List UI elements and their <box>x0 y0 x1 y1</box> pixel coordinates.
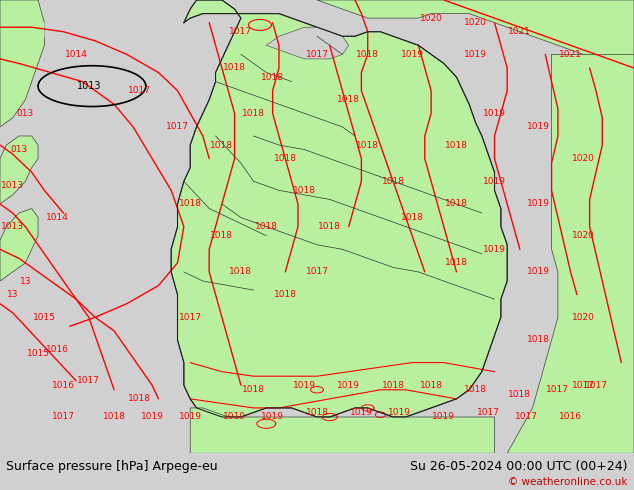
Polygon shape <box>507 54 634 453</box>
Text: 1019: 1019 <box>483 177 506 186</box>
Text: 013: 013 <box>16 109 34 118</box>
Text: 1017: 1017 <box>230 27 252 36</box>
Text: 1020: 1020 <box>572 313 595 322</box>
Text: 1018: 1018 <box>293 186 316 195</box>
Text: 013: 013 <box>10 145 28 154</box>
Text: Surface pressure [hPa] Arpege-eu: Surface pressure [hPa] Arpege-eu <box>6 460 218 473</box>
Text: 1019: 1019 <box>401 50 424 59</box>
Text: 1018: 1018 <box>261 73 284 81</box>
Polygon shape <box>0 209 38 281</box>
Text: 1016: 1016 <box>46 344 68 353</box>
Text: 1018: 1018 <box>527 336 550 344</box>
Text: 1019: 1019 <box>464 50 487 59</box>
Text: 1020: 1020 <box>572 154 595 163</box>
Text: 1019: 1019 <box>527 199 550 208</box>
Text: 1017: 1017 <box>128 86 151 95</box>
Text: © weatheronline.co.uk: © weatheronline.co.uk <box>508 477 628 487</box>
Text: 1017: 1017 <box>547 385 569 394</box>
Text: 1018: 1018 <box>445 141 468 149</box>
Text: Su 26-05-2024 00:00 UTC (00+24): Su 26-05-2024 00:00 UTC (00+24) <box>410 460 628 473</box>
Text: 1018: 1018 <box>274 154 297 163</box>
Text: 1017: 1017 <box>515 413 538 421</box>
Text: 1017: 1017 <box>306 268 328 276</box>
Text: 1021: 1021 <box>559 50 582 59</box>
Text: 1017: 1017 <box>179 313 202 322</box>
Text: 1016: 1016 <box>559 413 582 421</box>
Text: 1018: 1018 <box>210 231 233 240</box>
Text: 1018: 1018 <box>356 50 379 59</box>
Text: 13: 13 <box>7 290 18 299</box>
Text: 1021: 1021 <box>508 27 531 36</box>
Text: 1018: 1018 <box>356 141 379 149</box>
Text: 1019: 1019 <box>261 413 284 421</box>
Text: 1017: 1017 <box>477 408 500 417</box>
Polygon shape <box>0 0 44 127</box>
Text: 1019: 1019 <box>350 408 373 417</box>
Polygon shape <box>0 136 38 204</box>
Text: 1014: 1014 <box>46 213 68 222</box>
Text: 1018: 1018 <box>210 141 233 149</box>
Text: 1018: 1018 <box>464 385 487 394</box>
Text: 1018: 1018 <box>318 222 341 231</box>
Text: 1019: 1019 <box>293 381 316 390</box>
Text: 1015: 1015 <box>27 349 49 358</box>
Polygon shape <box>317 0 634 73</box>
Text: 1017: 1017 <box>166 122 189 131</box>
Text: 1019: 1019 <box>483 245 506 254</box>
Text: 1018: 1018 <box>255 222 278 231</box>
Text: 1014: 1014 <box>65 50 87 59</box>
Text: 1018: 1018 <box>508 390 531 399</box>
Text: 1013: 1013 <box>1 181 24 190</box>
Text: 1018: 1018 <box>382 381 404 390</box>
Text: 1018: 1018 <box>274 290 297 299</box>
Text: 1017: 1017 <box>585 381 607 390</box>
Text: 1018: 1018 <box>445 199 468 208</box>
Text: 1020: 1020 <box>420 14 443 23</box>
Text: 1016: 1016 <box>52 381 75 390</box>
Text: 1018: 1018 <box>242 385 265 394</box>
Text: 1019: 1019 <box>337 381 360 390</box>
Text: 1017: 1017 <box>572 381 595 390</box>
Text: 1018: 1018 <box>420 381 443 390</box>
Text: 1018: 1018 <box>401 213 424 222</box>
Text: 1015: 1015 <box>33 313 56 322</box>
Text: 1020: 1020 <box>464 18 487 27</box>
Text: 1019: 1019 <box>179 413 202 421</box>
Text: 1017: 1017 <box>52 413 75 421</box>
Text: 1019: 1019 <box>527 268 550 276</box>
Text: 1013: 1013 <box>1 222 24 231</box>
Text: 1019: 1019 <box>483 109 506 118</box>
Text: 1018: 1018 <box>179 199 202 208</box>
Text: 1020: 1020 <box>572 231 595 240</box>
Text: 1018: 1018 <box>103 413 126 421</box>
Text: 1018: 1018 <box>445 258 468 268</box>
Text: 1018: 1018 <box>242 109 265 118</box>
Polygon shape <box>190 408 495 453</box>
Text: 1019: 1019 <box>432 413 455 421</box>
Text: 1019: 1019 <box>527 122 550 131</box>
Text: 13: 13 <box>20 276 31 286</box>
Polygon shape <box>266 27 349 59</box>
Text: 1018: 1018 <box>337 95 360 104</box>
Text: 1018: 1018 <box>230 268 252 276</box>
Text: 1017: 1017 <box>306 50 328 59</box>
Text: 1019: 1019 <box>223 413 246 421</box>
Text: 1017: 1017 <box>77 376 100 385</box>
Text: 1018: 1018 <box>223 64 246 73</box>
Text: 1018: 1018 <box>306 408 328 417</box>
Text: 1013: 1013 <box>77 81 101 91</box>
Text: 1019: 1019 <box>388 408 411 417</box>
Polygon shape <box>171 0 507 417</box>
Text: 1018: 1018 <box>382 177 404 186</box>
Text: 1019: 1019 <box>141 413 164 421</box>
Text: 1018: 1018 <box>128 394 151 403</box>
Polygon shape <box>44 0 190 127</box>
